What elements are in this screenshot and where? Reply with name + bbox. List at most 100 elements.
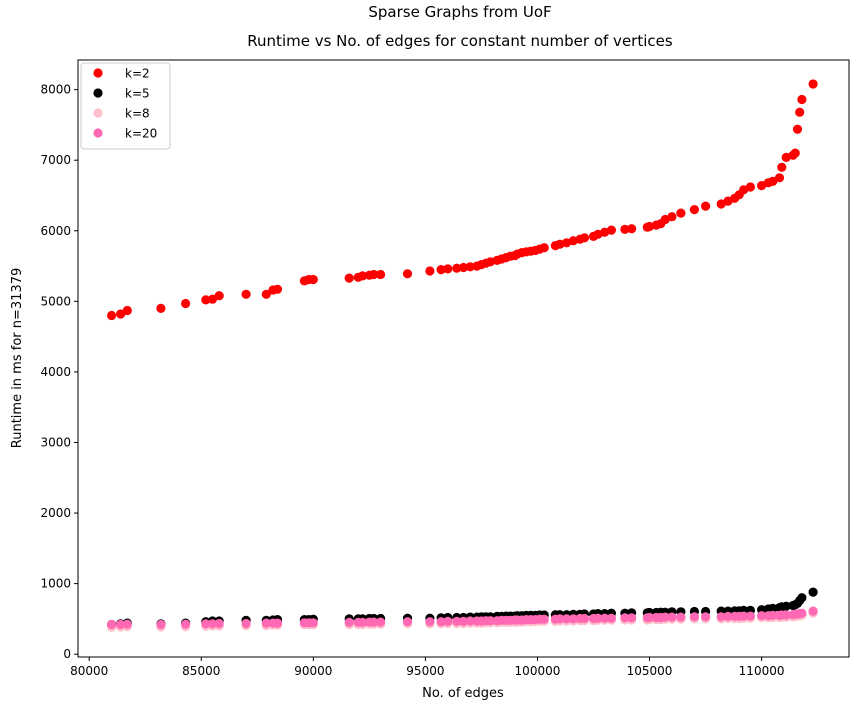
point-k2-14 bbox=[308, 274, 318, 285]
y-tick-label-1: 1000 bbox=[40, 577, 71, 591]
point-k2-55 bbox=[627, 224, 637, 234]
point-k2-5 bbox=[201, 295, 211, 305]
point-k20-25 bbox=[452, 616, 462, 627]
chart-subtitle: Runtime vs No. of edges for constant num… bbox=[247, 32, 673, 50]
point-k5-82 bbox=[808, 587, 818, 597]
x-tick-label-6: 110000 bbox=[739, 664, 785, 678]
point-k20-46 bbox=[562, 614, 572, 624]
point-k20-73 bbox=[768, 610, 778, 621]
point-k20-49 bbox=[579, 613, 590, 624]
point-k2-4 bbox=[181, 298, 191, 309]
point-k20-5 bbox=[201, 619, 211, 629]
point-k2-9 bbox=[261, 289, 271, 299]
point-k20-52 bbox=[600, 613, 610, 623]
point-k2-3 bbox=[156, 303, 166, 313]
point-k2-0 bbox=[107, 310, 117, 321]
point-k20-47 bbox=[568, 614, 578, 624]
point-k20-3 bbox=[156, 619, 166, 630]
point-k2-8 bbox=[241, 289, 251, 299]
point-k20-4 bbox=[181, 619, 191, 629]
point-k2-63 bbox=[689, 205, 700, 215]
legend-marker-k20 bbox=[93, 128, 103, 138]
point-k2-11 bbox=[272, 284, 283, 294]
point-k20-31 bbox=[485, 616, 495, 626]
point-k2-15 bbox=[344, 273, 354, 283]
point-k20-24 bbox=[443, 616, 453, 627]
point-k20-61 bbox=[667, 612, 677, 622]
x-tick-label-4: 100000 bbox=[515, 664, 561, 678]
x-tick-label-5: 105000 bbox=[627, 664, 673, 678]
point-k20-54 bbox=[620, 613, 630, 623]
point-k2-61 bbox=[667, 212, 677, 222]
x-axis-label: No. of edges bbox=[422, 686, 504, 701]
legend-marker-k8 bbox=[93, 108, 103, 118]
point-k20-14 bbox=[308, 618, 318, 628]
legend-marker-k2 bbox=[93, 68, 103, 78]
point-k20-2 bbox=[122, 619, 132, 629]
point-k20-69 bbox=[739, 611, 749, 621]
point-k20-71 bbox=[757, 611, 767, 621]
legend-frame bbox=[80, 62, 171, 150]
point-k20-55 bbox=[627, 613, 637, 623]
plot-area-frame bbox=[77, 59, 850, 658]
legend-label-k2: k=2 bbox=[125, 67, 150, 81]
point-k20-15 bbox=[344, 617, 354, 628]
point-k2-54 bbox=[620, 224, 630, 234]
point-k2-21 bbox=[402, 269, 413, 279]
point-k2-64 bbox=[701, 201, 711, 211]
point-k20-26 bbox=[458, 616, 469, 627]
point-k2-49 bbox=[579, 233, 590, 243]
point-k20-11 bbox=[272, 618, 283, 628]
y-tick-label-2: 2000 bbox=[40, 506, 71, 520]
point-k2-62 bbox=[676, 208, 686, 218]
point-k2-23 bbox=[436, 265, 446, 275]
point-k5-73 bbox=[768, 603, 778, 613]
point-k20-51 bbox=[593, 613, 603, 623]
point-k2-20 bbox=[376, 269, 386, 280]
x-tick-label-1: 85000 bbox=[182, 664, 220, 678]
point-k2-80 bbox=[795, 107, 805, 117]
point-k20-66 bbox=[723, 611, 733, 622]
point-k2-74 bbox=[774, 173, 785, 183]
y-tick-label-5: 5000 bbox=[40, 294, 71, 308]
x-tick-label-0: 80000 bbox=[70, 664, 108, 678]
point-k2-17 bbox=[358, 271, 368, 281]
point-k20-9 bbox=[261, 618, 271, 628]
point-k20-17 bbox=[358, 617, 368, 628]
point-k20-82 bbox=[808, 606, 818, 616]
point-k20-27 bbox=[465, 616, 475, 626]
point-k20-70 bbox=[745, 611, 756, 621]
y-tick-label-4: 4000 bbox=[40, 365, 71, 379]
point-k2-70 bbox=[745, 182, 756, 192]
point-k2-75 bbox=[777, 162, 787, 172]
y-tick-label-0: 0 bbox=[63, 647, 71, 661]
point-k20-19 bbox=[369, 617, 379, 627]
point-k2-26 bbox=[458, 262, 469, 273]
y-tick-label-3: 3000 bbox=[40, 435, 71, 449]
point-k2-2 bbox=[122, 305, 132, 316]
point-k20-60 bbox=[660, 612, 670, 622]
point-k20-22 bbox=[425, 617, 435, 627]
x-axis: 80000 85000 90000 95000 100000 105000 110000 bbox=[70, 657, 784, 678]
point-k2-24 bbox=[443, 264, 453, 274]
point-k2-53 bbox=[606, 225, 617, 235]
point-k2-22 bbox=[425, 266, 435, 276]
x-tick-label-2: 90000 bbox=[294, 664, 332, 678]
point-k20-53 bbox=[606, 613, 617, 623]
point-k2-7 bbox=[214, 291, 224, 301]
point-k20-7 bbox=[214, 618, 224, 629]
point-k20-6 bbox=[207, 619, 218, 629]
point-k2-43 bbox=[539, 243, 549, 253]
y-axis-label: Runtime in ms for n=31379 bbox=[10, 268, 25, 448]
point-k20-1 bbox=[116, 619, 126, 630]
legend-label-k20: k=20 bbox=[125, 127, 157, 141]
point-k20-64 bbox=[701, 612, 711, 622]
point-k2-19 bbox=[369, 269, 379, 280]
y-tick-label-6: 6000 bbox=[40, 224, 71, 238]
y-axis: 0 1000 2000 3000 4000 5000 6000 7000 8000 bbox=[40, 83, 78, 661]
point-k20-57 bbox=[644, 612, 655, 623]
point-k20-62 bbox=[676, 612, 686, 622]
point-k2-25 bbox=[452, 263, 462, 273]
point-k2-79 bbox=[792, 124, 803, 134]
